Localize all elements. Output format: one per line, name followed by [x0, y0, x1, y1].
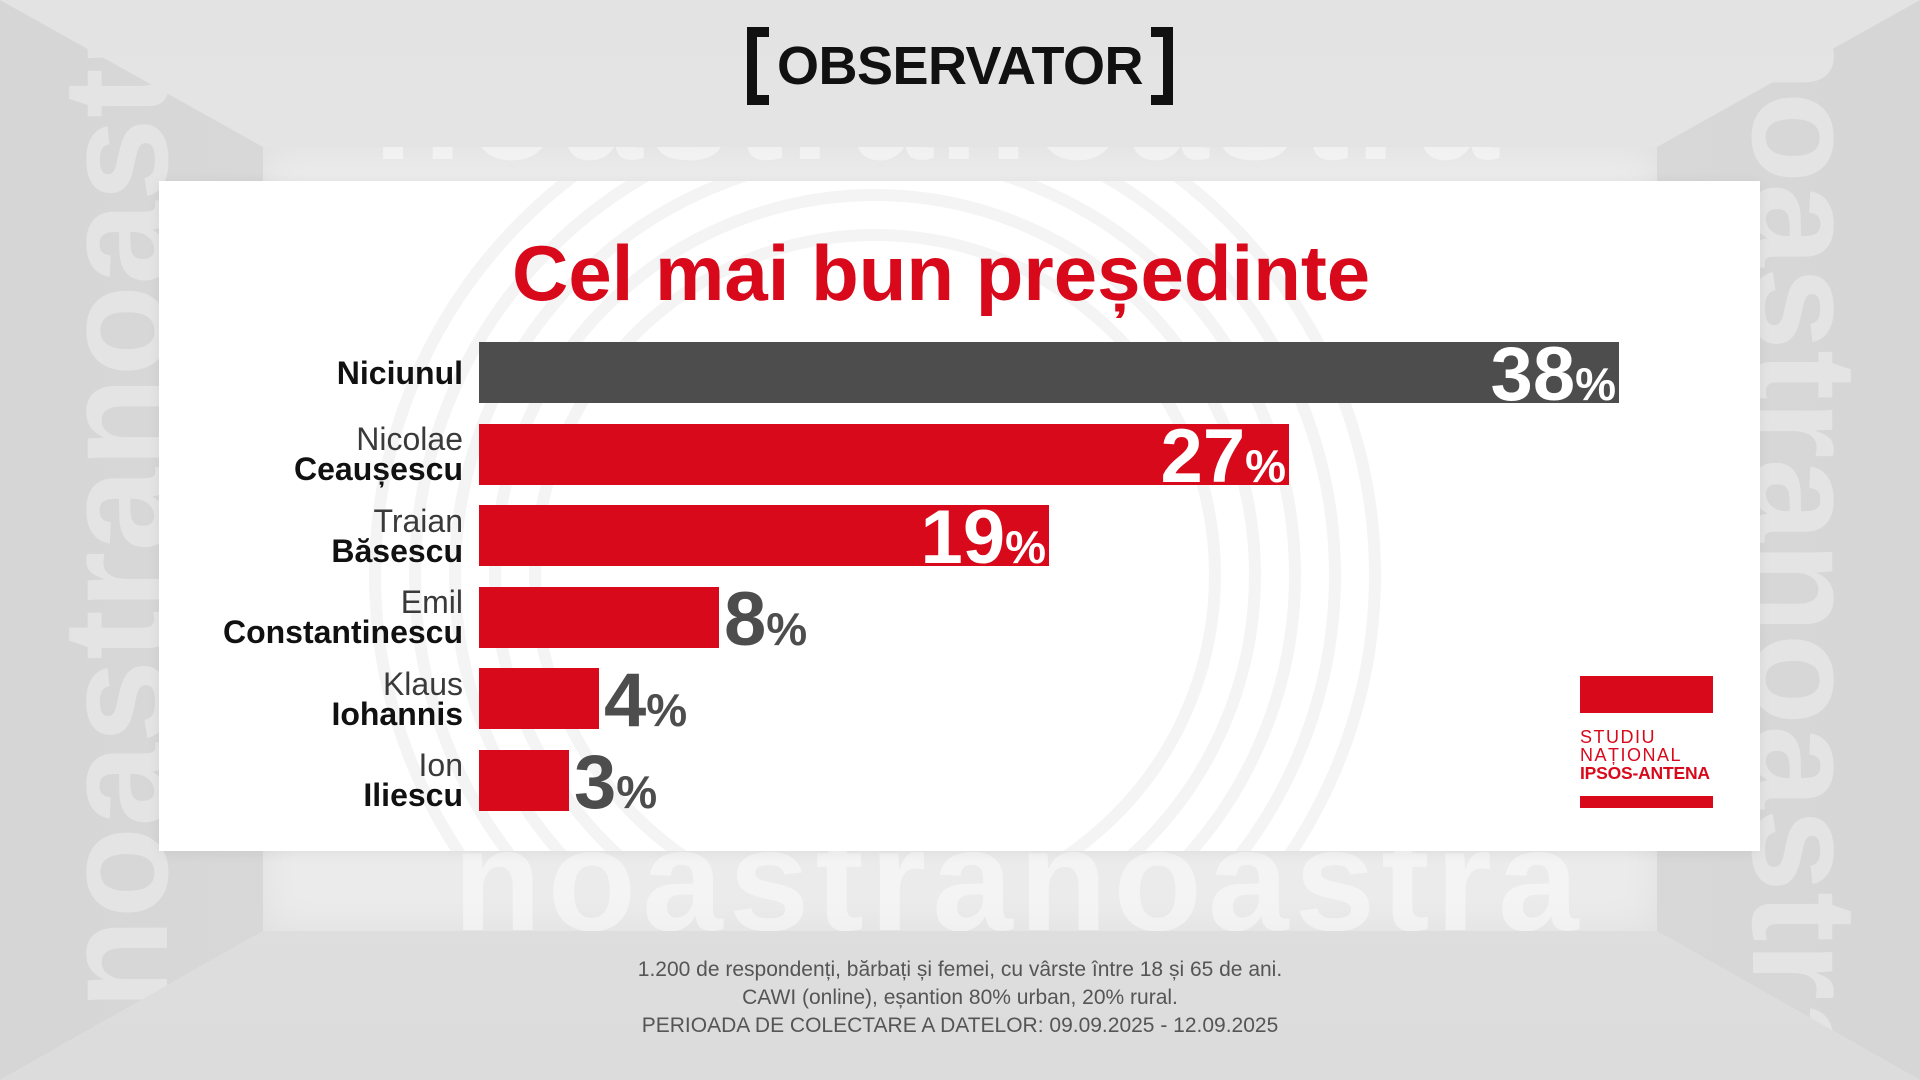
category-label-first: Emil [400, 584, 463, 620]
bar-traian-basescu [479, 505, 1049, 566]
category-label-last: Băsescu [331, 532, 463, 569]
methodology-line-sample: 1.200 de respondenți, bărbați și femei, … [637, 958, 1283, 981]
value-unit: % [766, 602, 808, 655]
methodology-note: 1.200 de respondenți, bărbați și femei, … [0, 956, 1920, 1040]
badge-line-studiu: STUDIU [1580, 727, 1656, 747]
category-label-first: Nicolae [356, 421, 463, 457]
value-unit: % [646, 684, 688, 736]
category-label-last: Constantinescu [222, 614, 463, 650]
value-label-emil-constantinescu: 8% [724, 581, 807, 657]
category-label-klaus-iohannis: Klaus Iohannis [159, 665, 463, 732]
methodology-line-method: CAWI (online), eșantion 80% urban, 20% r… [742, 986, 1178, 1009]
bar-emil-constantinescu [479, 586, 719, 648]
value-number: 8 [724, 576, 767, 662]
logo-right-bracket [1151, 27, 1173, 105]
value-number: 4 [604, 658, 647, 743]
value-label-nicolae-ceausescu: 27% [479, 418, 1289, 494]
bar-klaus-iohannis [479, 668, 599, 729]
chart-row-ion-iliescu: Ion Iliescu 3% [159, 744, 1719, 820]
value-number: 27 [1160, 413, 1246, 499]
category-label-first: Ion [418, 747, 463, 783]
category-label-last: Niciunul [336, 354, 463, 391]
value-unit: % [616, 765, 658, 818]
badge-top-block [1580, 676, 1713, 713]
value-label-ion-iliescu: 3% [574, 744, 657, 820]
category-label-niciunul: Niciunul [159, 342, 463, 403]
badge-line-ipsos-antena: IPSOS-ANTENA [1580, 763, 1710, 783]
panel-circle-pattern [369, 181, 1381, 851]
chart-row-nicolae-ceausescu: Nicolae Ceaușescu 27% [159, 418, 1719, 494]
category-label-last: Iliescu [363, 777, 463, 813]
value-label-niciunul: 38% [479, 337, 1619, 413]
category-label-nicolae-ceausescu: Nicolae Ceaușescu [159, 421, 463, 487]
value-label-traian-basescu: 19% [479, 500, 1049, 576]
bar-niciunul [479, 342, 1619, 403]
chart-row-klaus-iohannis: Klaus Iohannis 4% [159, 663, 1719, 739]
category-label-first: Traian [373, 502, 463, 539]
value-unit: % [1245, 439, 1286, 492]
badge-line-national: NAȚIONAL [1580, 745, 1683, 765]
badge-bottom-bar [1580, 796, 1713, 808]
logo-text: OBSERVATOR [776, 36, 1144, 96]
category-label-last: Iohannis [331, 695, 463, 732]
bar-ion-iliescu [479, 749, 569, 811]
methodology-line-period: PERIOADA DE COLECTARE A DATELOR: 09.09.2… [641, 1014, 1279, 1037]
value-unit: % [1575, 358, 1616, 410]
category-label-last: Ceaușescu [294, 451, 463, 487]
value-number: 38 [1490, 332, 1576, 417]
category-label-traian-basescu: Traian Băsescu [159, 502, 463, 569]
chart-title: Cel mai bun președinte [512, 229, 1371, 317]
bar-nicolae-ceausescu [479, 423, 1289, 485]
value-number: 19 [920, 495, 1006, 580]
value-unit: % [1005, 521, 1046, 573]
logo-left-bracket [747, 27, 769, 105]
category-label-emil-constantinescu: Emil Constantinescu [159, 584, 463, 650]
chart-row-emil-constantinescu: Emil Constantinescu 8% [159, 581, 1719, 657]
value-label-klaus-iohannis: 4% [604, 663, 687, 739]
observator-logo: OBSERVATOR [747, 27, 1173, 105]
watermark-top: noastranoastra [373, 147, 1505, 182]
bar-chart: Niciunul 38% Nicolae Ceaușescu 27% Traian Bă… [159, 337, 1719, 820]
category-label-ion-iliescu: Ion Iliescu [159, 747, 463, 813]
chart-row-niciunul: Niciunul 38% [159, 337, 1719, 413]
chart-row-traian-basescu: Traian Băsescu 19% [159, 500, 1719, 576]
value-number: 3 [574, 739, 617, 825]
category-label-first: Klaus [382, 665, 463, 702]
